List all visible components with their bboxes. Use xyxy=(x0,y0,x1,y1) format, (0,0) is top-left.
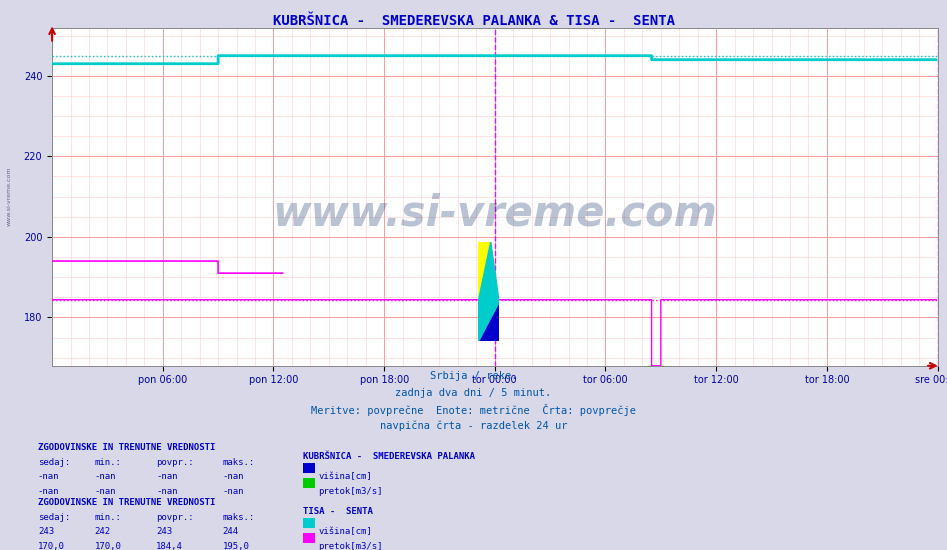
Text: 170,0: 170,0 xyxy=(38,542,64,550)
Text: ZGODOVINSKE IN TRENUTNE VREDNOSTI: ZGODOVINSKE IN TRENUTNE VREDNOSTI xyxy=(38,498,215,507)
Text: 170,0: 170,0 xyxy=(95,542,121,550)
Text: -nan: -nan xyxy=(156,472,178,481)
Text: 242: 242 xyxy=(95,527,111,536)
Text: -nan: -nan xyxy=(223,472,244,481)
Text: 243: 243 xyxy=(156,527,172,536)
Polygon shape xyxy=(478,301,499,341)
Text: -nan: -nan xyxy=(95,487,116,496)
Text: sedaj:: sedaj: xyxy=(38,458,70,466)
Polygon shape xyxy=(478,242,499,301)
Text: navpična črta - razdelek 24 ur: navpična črta - razdelek 24 ur xyxy=(380,421,567,431)
Text: višina[cm]: višina[cm] xyxy=(318,472,372,481)
Text: www.si-vreme.com: www.si-vreme.com xyxy=(7,167,12,227)
Text: www.si-vreme.com: www.si-vreme.com xyxy=(273,192,717,234)
Text: 244: 244 xyxy=(223,527,239,536)
Text: -nan: -nan xyxy=(38,472,60,481)
Text: 195,0: 195,0 xyxy=(223,542,249,550)
Text: -nan: -nan xyxy=(223,487,244,496)
Text: povpr.:: povpr.: xyxy=(156,513,194,521)
Polygon shape xyxy=(478,242,491,301)
Text: Srbija / reke.: Srbija / reke. xyxy=(430,371,517,381)
Text: -nan: -nan xyxy=(38,487,60,496)
Text: TISA -  SENTA: TISA - SENTA xyxy=(303,507,373,516)
Text: KUBRŠNICA -  SMEDEREVSKA PALANKA & TISA -  SENTA: KUBRŠNICA - SMEDEREVSKA PALANKA & TISA -… xyxy=(273,14,674,28)
Text: sedaj:: sedaj: xyxy=(38,513,70,521)
Text: Meritve: povprečne  Enote: metrične  Črta: povprečje: Meritve: povprečne Enote: metrične Črta:… xyxy=(311,404,636,416)
Text: pretok[m3/s]: pretok[m3/s] xyxy=(318,542,383,550)
Text: zadnja dva dni / 5 minut.: zadnja dva dni / 5 minut. xyxy=(396,388,551,398)
Polygon shape xyxy=(478,301,499,341)
Text: -nan: -nan xyxy=(156,487,178,496)
Text: 243: 243 xyxy=(38,527,54,536)
Text: povpr.:: povpr.: xyxy=(156,458,194,466)
Text: -nan: -nan xyxy=(95,472,116,481)
Text: min.:: min.: xyxy=(95,458,121,466)
Text: 184,4: 184,4 xyxy=(156,542,183,550)
Text: maks.:: maks.: xyxy=(223,458,255,466)
Text: višina[cm]: višina[cm] xyxy=(318,527,372,536)
Text: min.:: min.: xyxy=(95,513,121,521)
Text: pretok[m3/s]: pretok[m3/s] xyxy=(318,487,383,496)
Text: KUBRŠNICA -  SMEDEREVSKA PALANKA: KUBRŠNICA - SMEDEREVSKA PALANKA xyxy=(303,452,475,461)
Text: maks.:: maks.: xyxy=(223,513,255,521)
Text: ZGODOVINSKE IN TRENUTNE VREDNOSTI: ZGODOVINSKE IN TRENUTNE VREDNOSTI xyxy=(38,443,215,452)
